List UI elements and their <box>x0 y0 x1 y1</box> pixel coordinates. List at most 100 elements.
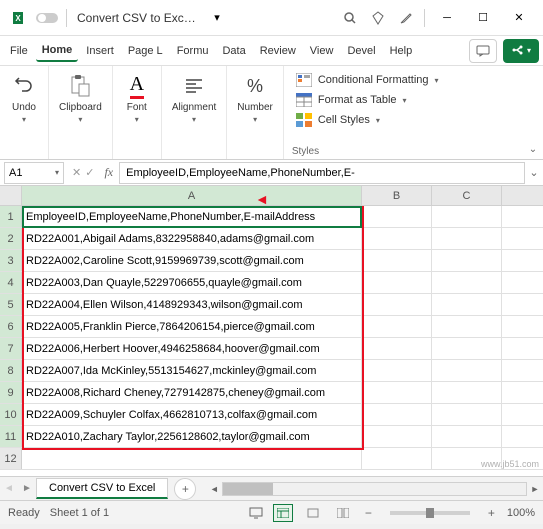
font-button[interactable]: A Font ▾ <box>119 70 155 126</box>
menu-home[interactable]: Home <box>36 40 79 62</box>
cell[interactable] <box>362 294 432 315</box>
cell[interactable]: RD22A009,Schuyler Colfax,4662810713,colf… <box>22 404 362 425</box>
row-header[interactable]: 2 <box>0 228 22 249</box>
comments-button[interactable] <box>469 39 497 63</box>
zoom-in-button[interactable]: + <box>486 506 497 520</box>
menu-view[interactable]: View <box>304 41 340 61</box>
format-as-table-button[interactable]: Format as Table▾ <box>292 90 515 110</box>
cell[interactable] <box>362 272 432 293</box>
page-break-view-button[interactable] <box>333 504 353 522</box>
menu-developer[interactable]: Devel <box>341 41 381 61</box>
normal-view-button[interactable] <box>273 504 293 522</box>
expand-formula-bar-icon[interactable]: ⌄ <box>525 166 543 179</box>
cell[interactable] <box>362 448 432 469</box>
menu-review[interactable]: Review <box>254 41 302 61</box>
maximize-button[interactable]: ☐ <box>465 4 501 32</box>
menu-formulas[interactable]: Formu <box>171 41 215 61</box>
cell[interactable] <box>432 404 502 425</box>
menu-page-layout[interactable]: Page L <box>122 41 169 61</box>
cell[interactable] <box>22 448 362 469</box>
enter-formula-icon[interactable]: ✓ <box>85 166 94 179</box>
cell[interactable] <box>362 250 432 271</box>
cell[interactable]: EmployeeID,EmployeeName,PhoneNumber,E-ma… <box>22 206 362 227</box>
cell[interactable]: RD22A002,Caroline Scott,9159969739,scott… <box>22 250 362 271</box>
tab-nav-prev[interactable]: ◄ <box>0 483 18 494</box>
cell[interactable]: RD22A008,Richard Cheney,7279142875,chene… <box>22 382 362 403</box>
menu-insert[interactable]: Insert <box>80 41 120 61</box>
formula-bar[interactable]: EmployeeID,EmployeeName,PhoneNumber,E- <box>119 162 525 184</box>
cell[interactable] <box>432 250 502 271</box>
menu-help[interactable]: Help <box>384 41 419 61</box>
cell[interactable]: RD22A001,Abigail Adams,8322958840,adams@… <box>22 228 362 249</box>
cell[interactable] <box>362 316 432 337</box>
close-button[interactable]: ✕ <box>501 4 537 32</box>
cell[interactable]: RD22A006,Herbert Hoover,4946258684,hoove… <box>22 338 362 359</box>
cell[interactable]: RD22A004,Ellen Wilson,4148929343,wilson@… <box>22 294 362 315</box>
tab-nav-next[interactable]: ► <box>18 483 36 494</box>
horizontal-scrollbar[interactable]: ◄ ► <box>206 482 543 496</box>
undo-button[interactable]: Undo ▾ <box>6 70 42 126</box>
cell[interactable]: RD22A010,Zachary Taylor,2256128602,taylo… <box>22 426 362 447</box>
zoom-slider[interactable] <box>390 511 470 515</box>
number-button[interactable]: % Number ▾ <box>233 70 277 126</box>
cell[interactable] <box>432 426 502 447</box>
column-header-A[interactable]: A <box>22 186 362 205</box>
add-sheet-button[interactable]: + <box>174 478 196 500</box>
cancel-formula-icon[interactable]: ✕ <box>72 166 81 179</box>
cell[interactable] <box>432 382 502 403</box>
search-icon[interactable] <box>336 4 364 32</box>
name-box[interactable]: A1▾ <box>4 162 64 184</box>
ribbon-collapse-button[interactable]: ⌄ <box>523 66 543 159</box>
scroll-right-icon[interactable]: ► <box>527 484 543 494</box>
page-layout-view-button[interactable] <box>303 504 323 522</box>
excel-icon[interactable]: X <box>6 4 34 32</box>
scroll-left-icon[interactable]: ◄ <box>206 484 222 494</box>
cell[interactable]: RD22A003,Dan Quayle,5229706655,quayle@gm… <box>22 272 362 293</box>
row-header[interactable]: 11 <box>0 426 22 447</box>
pen-icon[interactable] <box>392 4 420 32</box>
cell[interactable] <box>432 272 502 293</box>
cell[interactable] <box>362 228 432 249</box>
cell[interactable] <box>432 360 502 381</box>
minimize-button[interactable]: ─ <box>429 4 465 32</box>
cell[interactable] <box>432 228 502 249</box>
conditional-formatting-button[interactable]: Conditional Formatting▾ <box>292 70 515 90</box>
scroll-thumb[interactable] <box>223 483 273 495</box>
alignment-button[interactable]: Alignment ▾ <box>168 70 220 126</box>
row-header[interactable]: 5 <box>0 294 22 315</box>
cell[interactable] <box>432 338 502 359</box>
cell[interactable] <box>432 294 502 315</box>
row-header[interactable]: 6 <box>0 316 22 337</box>
column-header-C[interactable]: C <box>432 186 502 205</box>
row-header[interactable]: 7 <box>0 338 22 359</box>
title-dropdown-icon[interactable]: ▾ <box>203 4 231 32</box>
cell[interactable] <box>432 206 502 227</box>
cell[interactable]: RD22A007,Ida McKinley,5513154627,mckinle… <box>22 360 362 381</box>
row-header[interactable]: 3 <box>0 250 22 271</box>
column-header-B[interactable]: B <box>362 186 432 205</box>
menu-data[interactable]: Data <box>216 41 251 61</box>
row-header[interactable]: 12 <box>0 448 22 469</box>
paste-button[interactable]: Clipboard ▾ <box>55 70 106 126</box>
cell[interactable] <box>362 360 432 381</box>
row-header[interactable]: 9 <box>0 382 22 403</box>
menu-file[interactable]: File <box>4 41 34 61</box>
row-header[interactable]: 1 <box>0 206 22 227</box>
cell[interactable] <box>362 338 432 359</box>
cell[interactable] <box>432 316 502 337</box>
autosave-toggle[interactable] <box>34 4 62 32</box>
cell[interactable] <box>362 382 432 403</box>
cell[interactable] <box>362 426 432 447</box>
fx-label[interactable]: fx <box>98 165 119 180</box>
share-button[interactable]: ▾ <box>503 39 539 63</box>
cell-styles-button[interactable]: Cell Styles▾ <box>292 110 515 130</box>
zoom-out-button[interactable]: − <box>363 506 374 520</box>
diamond-icon[interactable] <box>364 4 392 32</box>
cell[interactable]: RD22A005,Franklin Pierce,7864206154,pier… <box>22 316 362 337</box>
row-header[interactable]: 4 <box>0 272 22 293</box>
row-header[interactable]: 10 <box>0 404 22 425</box>
select-all-corner[interactable] <box>0 186 22 205</box>
cell[interactable] <box>362 404 432 425</box>
row-header[interactable]: 8 <box>0 360 22 381</box>
sheet-tab[interactable]: Convert CSV to Excel <box>36 478 168 499</box>
